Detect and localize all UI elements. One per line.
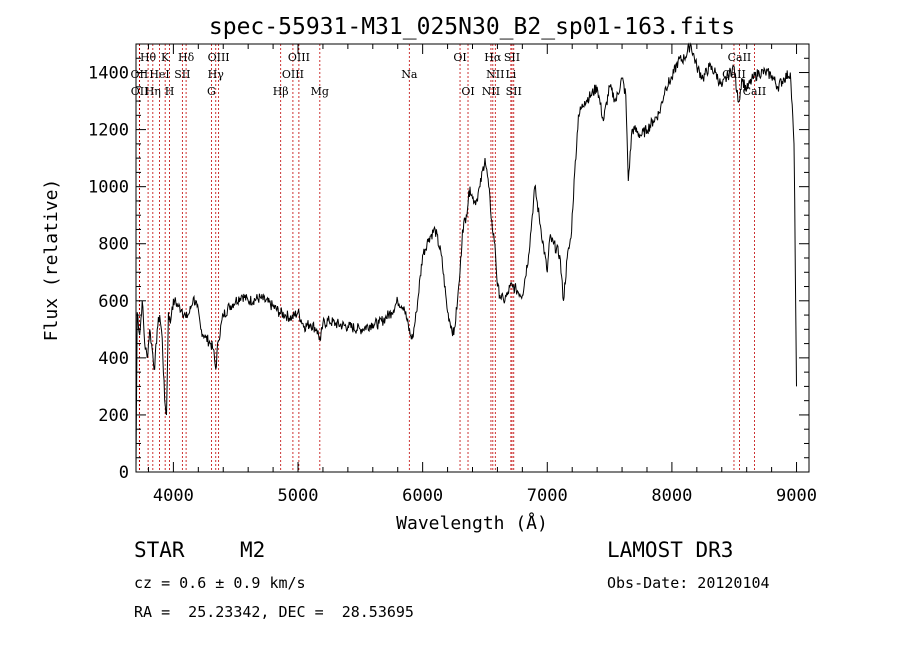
y-tick-label-2: 400 bbox=[98, 349, 129, 369]
x-tick-label-4: 8000 bbox=[651, 486, 692, 506]
x-tick-label-5: 9000 bbox=[776, 486, 817, 506]
x-tick-label-1: 5000 bbox=[278, 486, 319, 506]
object-class: STAR bbox=[134, 538, 185, 562]
line-label-6: Hα bbox=[484, 51, 502, 64]
line-label-12: Hγ bbox=[208, 68, 225, 81]
line-label-21: G bbox=[207, 85, 216, 98]
y-tick-label-3: 600 bbox=[98, 292, 129, 312]
chart-title: spec-55931-M31_025N30_B2_sp01-163.fits bbox=[209, 14, 735, 40]
x-axis: 4000 5000 6000 7000 8000 9000 bbox=[147, 44, 817, 506]
observation-date: Obs-Date: 20120104 bbox=[607, 574, 770, 592]
line-label-3: OIII bbox=[208, 51, 230, 64]
line-label-8: CaII bbox=[728, 51, 752, 64]
line-label-10: HeI bbox=[149, 68, 169, 81]
line-label-25: NII bbox=[482, 85, 500, 98]
y-tick-label-5: 1000 bbox=[88, 178, 129, 198]
line-label-5: OI bbox=[453, 51, 466, 64]
y-tick-label-7: 1400 bbox=[88, 64, 129, 84]
line-label-9: OII bbox=[131, 68, 149, 81]
line-label-14: Na bbox=[401, 68, 418, 81]
line-label-27: CaII bbox=[743, 85, 767, 98]
x-tick-label-0: 4000 bbox=[153, 486, 194, 506]
line-label-0: Hθ bbox=[140, 51, 157, 64]
y-tick-label-1: 200 bbox=[98, 406, 129, 426]
redshift-cz: cz = 0.6 ± 0.9 km/s bbox=[134, 574, 306, 592]
line-label-24: OI bbox=[461, 85, 474, 98]
line-label-23: Mg bbox=[311, 85, 329, 98]
line-label-11: SII bbox=[174, 68, 190, 81]
line-label-26: SII bbox=[506, 85, 522, 98]
survey-name: LAMOST DR3 bbox=[607, 538, 734, 562]
y-tick-label-0: 0 bbox=[119, 463, 129, 483]
line-label-16: Li bbox=[505, 68, 516, 81]
line-label-15: NII bbox=[486, 68, 504, 81]
y-axis-label: Flux (relative) bbox=[41, 179, 62, 342]
x-tick-label-2: 6000 bbox=[402, 486, 443, 506]
y-axis: 0 200 400 600 800 1000 1200 1400 bbox=[88, 57, 809, 483]
line-markers bbox=[138, 44, 755, 472]
x-tick-label-3: 7000 bbox=[527, 486, 568, 506]
line-label-7: SII bbox=[504, 51, 520, 64]
line-label-2: Hδ bbox=[178, 51, 195, 64]
line-label-18: OII bbox=[131, 85, 149, 98]
y-tick-label-4: 800 bbox=[98, 235, 129, 255]
object-subclass: M2 bbox=[240, 538, 266, 562]
line-label-19: Hη bbox=[145, 85, 161, 98]
x-axis-label: Wavelength (Å) bbox=[396, 512, 548, 534]
line-label-1: K bbox=[161, 51, 170, 64]
line-label-22: Hβ bbox=[273, 85, 289, 98]
plot-frame bbox=[135, 43, 810, 473]
y-tick-label-6: 1200 bbox=[88, 121, 129, 141]
line-label-20: H bbox=[165, 85, 175, 98]
spectrum-series-line bbox=[135, 42, 797, 467]
line-label-13: OIII bbox=[282, 68, 304, 81]
line-label-4: OIII bbox=[288, 51, 310, 64]
coordinates: RA = 25.23342, DEC = 28.53695 bbox=[134, 603, 414, 621]
